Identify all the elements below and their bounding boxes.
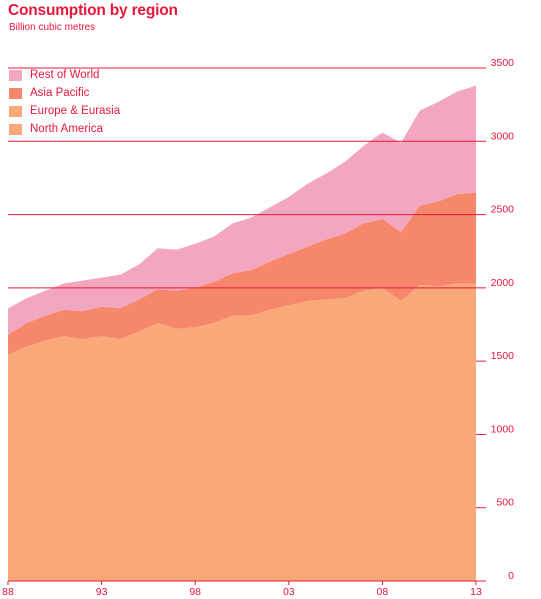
legend-swatch-rest-of-world [9, 69, 22, 81]
x-tick-label: 98 [189, 586, 201, 598]
legend-item-north-america: North America [9, 120, 120, 138]
legend-swatch-north-america [9, 123, 22, 135]
y-tick-label: 500 [496, 497, 514, 509]
y-tick-label: 2500 [491, 204, 515, 216]
legend-item-europe-eurasia: Europe & Eurasia [9, 102, 120, 120]
y-tick-label: 2000 [491, 277, 515, 289]
legend-label-rest-of-world: Rest of World [30, 69, 100, 81]
y-tick-label: 3500 [491, 57, 515, 69]
chart-title: Consumption by region [8, 2, 178, 19]
x-tick-label: 93 [96, 586, 108, 598]
legend-item-asia-pacific: Asia Pacific [9, 84, 120, 102]
legend-label-north-america: North America [30, 123, 103, 135]
x-tick-label: 03 [283, 586, 295, 598]
legend: Rest of World Asia Pacific Europe & Eura… [9, 66, 120, 138]
legend-swatch-europe-eurasia [9, 105, 22, 117]
legend-swatch-asia-pacific [9, 87, 22, 99]
x-tick-label: 88 [2, 586, 14, 598]
x-tick-label: 13 [470, 586, 482, 598]
y-tick-label: 0 [508, 570, 514, 582]
y-tick-label: 1000 [491, 423, 515, 435]
y-tick-label: 1500 [491, 350, 515, 362]
legend-label-europe-eurasia: Europe & Eurasia [30, 105, 121, 117]
area-north-america [8, 283, 476, 581]
area-rest-of-world [8, 85, 476, 335]
y-tick-label: 3000 [491, 130, 515, 142]
area-asia-pacific [8, 192, 476, 356]
chart-subtitle: Billion cubic metres [9, 22, 96, 33]
x-tick-label: 08 [377, 586, 389, 598]
legend-label-asia-pacific: Asia Pacific [30, 87, 90, 99]
legend-item-rest-of-world: Rest of World [9, 66, 120, 84]
